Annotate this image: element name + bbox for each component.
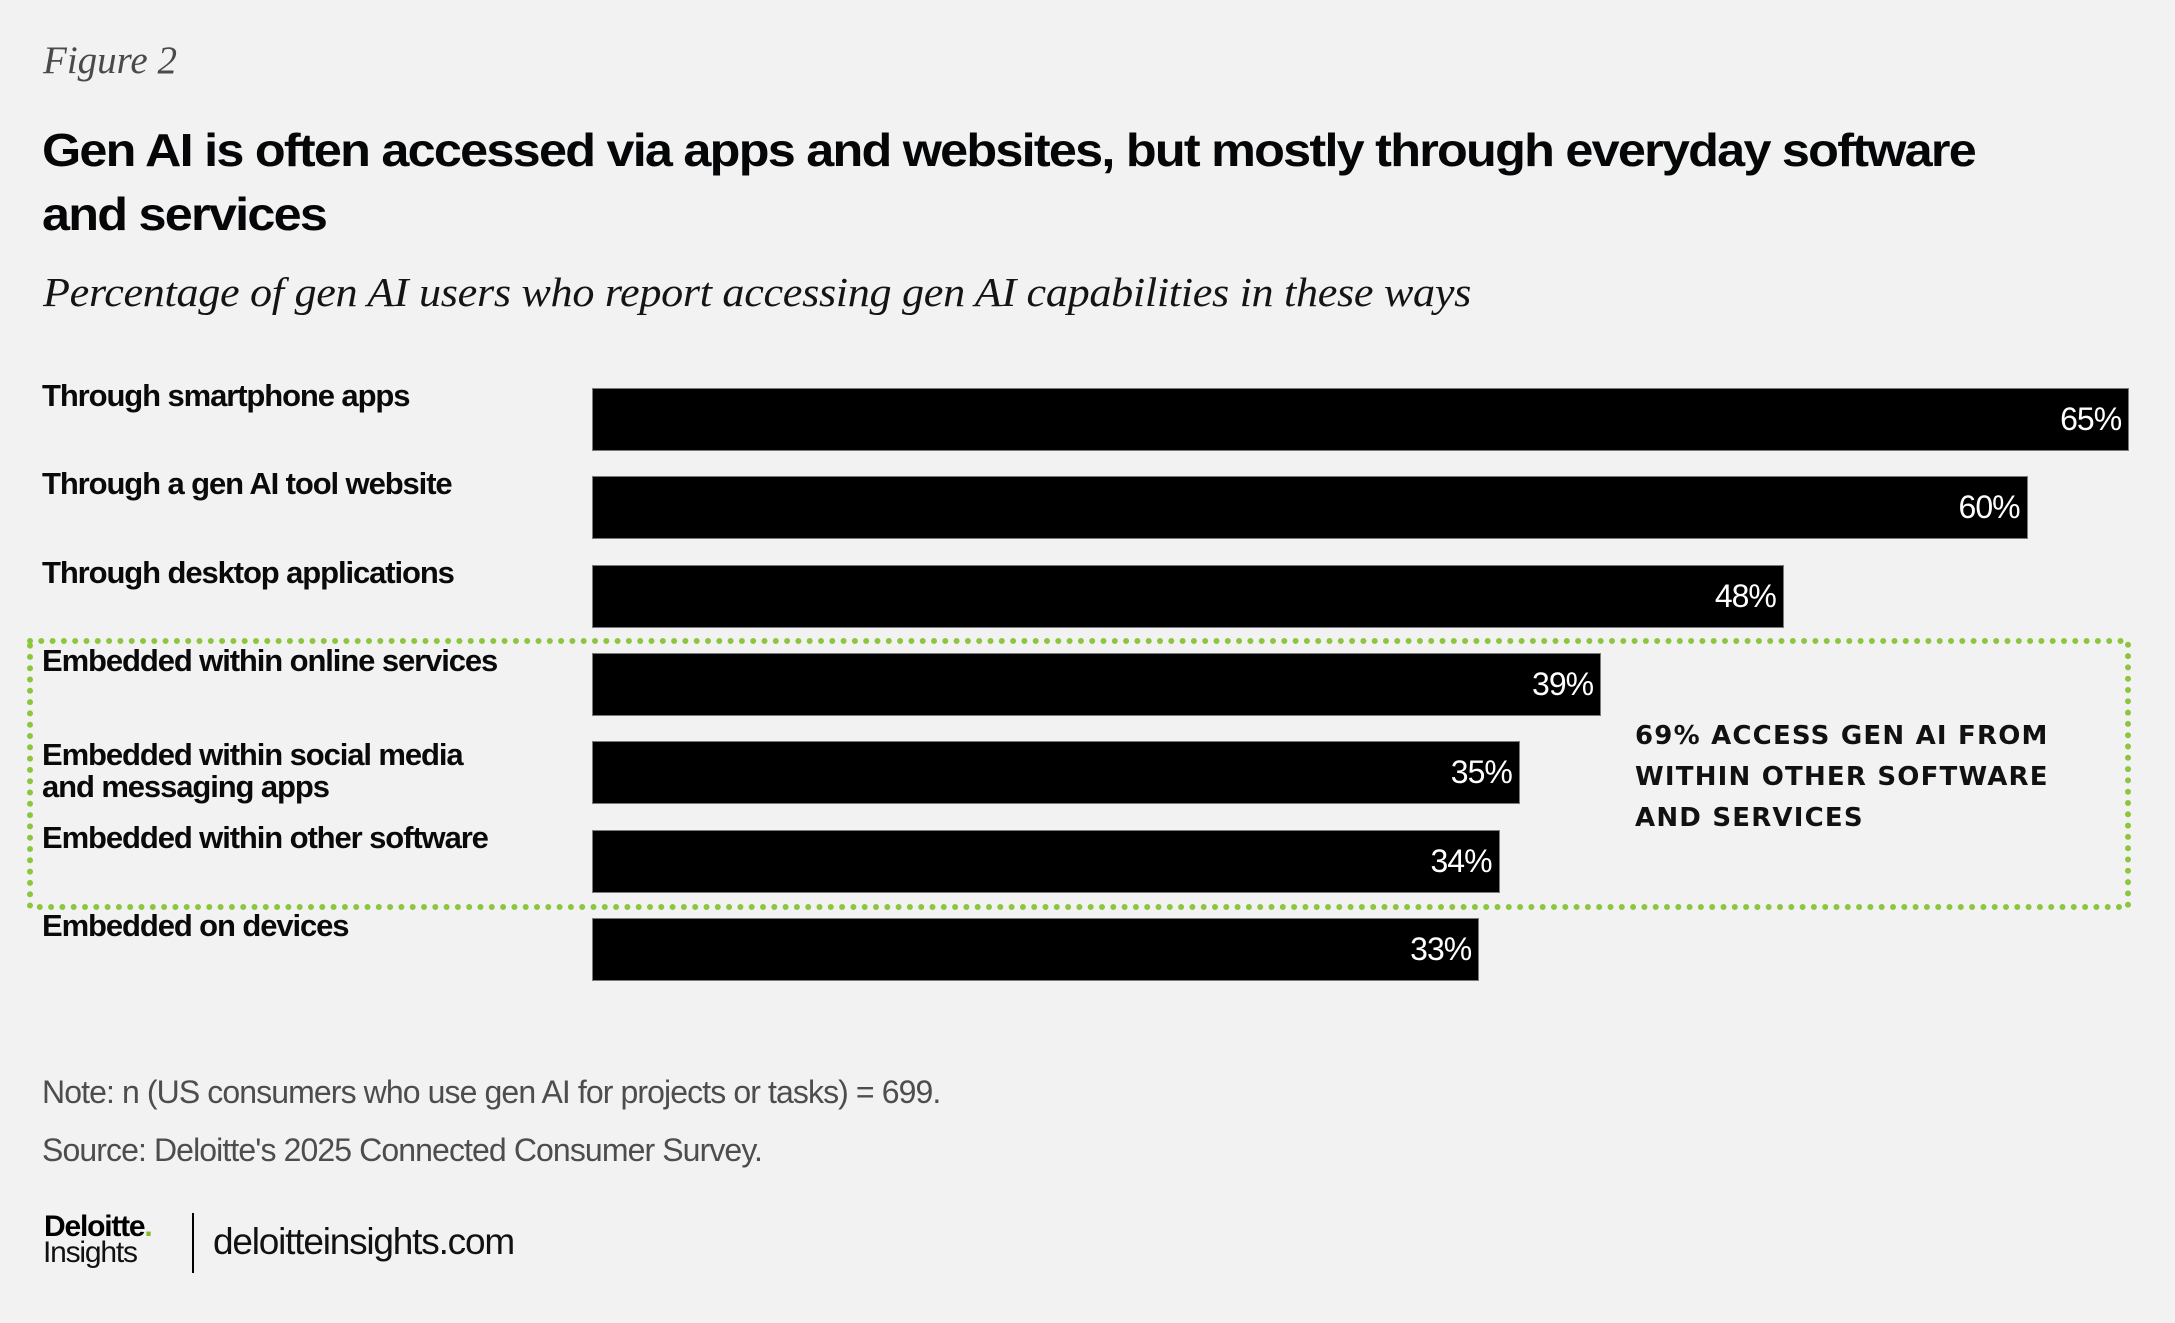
category-label-line: Embedded within social media — [42, 737, 464, 772]
bar-value-label: 60% — [1958, 489, 2021, 525]
bar: 34% — [592, 830, 1500, 893]
bar: 60% — [592, 476, 2028, 539]
bar: 48% — [592, 565, 1784, 628]
category-label: Through desktop applications — [42, 555, 455, 590]
logo-sub: Insights — [43, 1236, 138, 1269]
bar-value-label: 35% — [1450, 754, 1513, 790]
category-label-line: Embedded on devices — [42, 908, 350, 943]
category-label: Embedded within other software — [42, 820, 489, 855]
logo-brand-text: Deloitte — [44, 1210, 146, 1243]
bar-value-label: 39% — [1532, 666, 1594, 702]
category-label-line: and messaging apps — [42, 769, 330, 804]
bar: 39% — [592, 653, 1602, 716]
bar: 65% — [592, 388, 2130, 451]
chart-title-line-2: and services — [42, 188, 328, 240]
category-label: Through smartphone apps — [42, 378, 410, 413]
bar-value-label: 33% — [1410, 931, 1472, 967]
logo-green-dot: . — [144, 1210, 152, 1243]
bar-value-label: 65% — [2060, 401, 2122, 437]
category-label-line: Embedded within online services — [42, 643, 498, 678]
category-label-line: Through smartphone apps — [42, 378, 410, 413]
bar-value-label: 48% — [1714, 578, 1777, 614]
chart-subtitle: Percentage of gen AI users who report ac… — [43, 269, 1471, 315]
chart-source: Source: Deloitte's 2025 Connected Consum… — [42, 1132, 763, 1168]
site-url-link[interactable]: deloitteinsights.com — [213, 1221, 515, 1262]
category-label: Embedded within social media and messagin… — [42, 737, 464, 804]
category-label-line: Embedded within other software — [42, 820, 489, 855]
bar: 33% — [592, 918, 1480, 981]
bar-value-label: 34% — [1430, 843, 1492, 879]
annotation-line-3: AND SERVICES — [1635, 803, 1864, 833]
chart-title-line-1: Gen AI is often accessed via apps and we… — [42, 124, 1977, 176]
highlight-dotted-outline — [27, 638, 2131, 910]
highlight-annotation: 69% ACCESS GEN AI FROM WITHIN OTHER SOFT… — [1635, 716, 2049, 839]
footer-divider — [192, 1213, 194, 1273]
annotation-line-1: 69% ACCESS GEN AI FROM — [1635, 721, 2049, 751]
logo-brand: Deloitte. — [44, 1210, 153, 1244]
category-label: Embedded on devices — [42, 908, 350, 943]
category-label: Through a gen AI tool website — [42, 466, 453, 501]
figure-label: Figure 2 — [43, 39, 177, 82]
chart-title: Gen AI is often accessed via apps and we… — [42, 118, 1977, 246]
highlight-dotted-box — [27, 638, 2131, 910]
chart-note: Note: n (US consumers who use gen AI for… — [42, 1074, 941, 1110]
category-label: Embedded within online services — [42, 643, 498, 678]
category-label-line: Through a gen AI tool website — [42, 466, 453, 501]
category-label-line: Through desktop applications — [42, 555, 455, 590]
annotation-line-2: WITHIN OTHER SOFTWARE — [1635, 762, 2049, 792]
bar: 35% — [592, 741, 1520, 804]
